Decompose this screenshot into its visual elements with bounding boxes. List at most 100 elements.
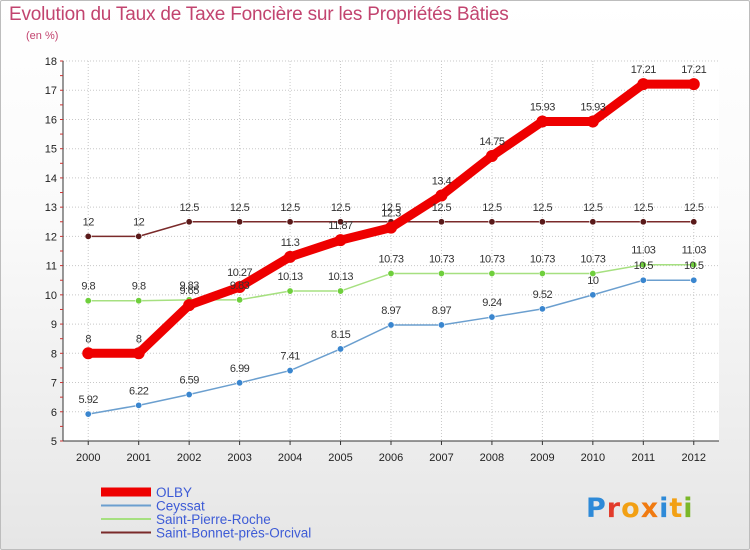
logo-letter: P — [586, 493, 607, 524]
logo-letter: o — [621, 493, 641, 524]
chart-title: Evolution du Taux de Taxe Foncière sur l… — [9, 4, 509, 25]
legend-label: Saint-Pierre-Roche — [156, 512, 271, 527]
y-tick-label: 18 — [45, 56, 57, 68]
data-point — [84, 232, 92, 240]
data-label: 9.8 — [81, 281, 95, 293]
x-tick-label: 2009 — [530, 452, 554, 464]
data-label: 12.5 — [280, 202, 300, 214]
data-point — [639, 218, 647, 226]
data-point — [687, 78, 700, 91]
x-tick-label: 2000 — [76, 452, 100, 464]
data-label: 11.3 — [281, 237, 300, 249]
data-point — [637, 78, 650, 91]
data-label: 10.13 — [278, 271, 303, 283]
data-point — [236, 218, 244, 226]
data-point — [84, 410, 92, 418]
y-tick-label: 15 — [45, 144, 57, 156]
data-point — [538, 218, 546, 226]
legend-label: OLBY — [156, 485, 192, 500]
data-point — [589, 218, 597, 226]
y-tick-label: 17 — [45, 85, 57, 97]
data-point — [337, 287, 345, 295]
data-point — [84, 297, 92, 305]
data-point — [435, 189, 448, 202]
data-point — [236, 379, 244, 387]
data-point — [337, 218, 345, 226]
data-point — [334, 234, 347, 247]
data-point — [639, 276, 647, 284]
data-label: 17.21 — [631, 64, 656, 76]
data-label: 10.5 — [684, 260, 704, 272]
y-tick-label: 5 — [51, 436, 57, 448]
data-label: 12.3 — [381, 208, 401, 220]
series-olby — [82, 78, 700, 360]
data-point — [690, 218, 698, 226]
y-tick-label: 6 — [51, 407, 57, 419]
data-point — [536, 115, 549, 128]
data-label: 6.22 — [129, 385, 149, 397]
data-point — [135, 232, 143, 240]
y-tick-label: 10 — [45, 290, 57, 302]
logo-letter: t — [669, 493, 684, 524]
data-label: 12.5 — [533, 202, 553, 214]
data-label: 12.5 — [230, 202, 250, 214]
series-ceyssat — [84, 276, 698, 418]
data-label: 10.27 — [227, 267, 252, 279]
data-point — [135, 297, 143, 305]
x-tick-label: 2007 — [429, 452, 453, 464]
data-point — [488, 270, 496, 278]
data-label: 17.21 — [681, 64, 706, 76]
data-point — [387, 270, 395, 278]
y-tick-label: 7 — [51, 378, 57, 390]
data-point — [233, 280, 246, 293]
data-label: 12.5 — [432, 202, 452, 214]
data-label: 9.8 — [132, 281, 146, 293]
data-point — [586, 115, 599, 128]
data-label: 13.4 — [432, 175, 452, 187]
data-point — [437, 270, 445, 278]
data-label: 8.15 — [331, 329, 351, 341]
data-label: 8 — [85, 333, 91, 345]
x-tick-label: 2002 — [177, 452, 201, 464]
data-point — [485, 150, 498, 162]
data-point — [387, 321, 395, 329]
data-label: 9.83 — [179, 280, 199, 292]
data-label: 9.65 — [179, 285, 199, 297]
data-point — [286, 218, 294, 226]
data-point — [183, 299, 196, 312]
data-point — [488, 313, 496, 321]
y-tick-label: 9 — [51, 319, 57, 331]
data-point — [82, 347, 95, 360]
legend-label: Ceyssat — [156, 499, 205, 514]
data-point — [538, 270, 546, 278]
x-tick-label: 2003 — [227, 452, 251, 464]
data-point — [538, 305, 546, 313]
data-label: 9.83 — [230, 280, 250, 292]
data-label: 10.73 — [580, 254, 605, 266]
data-label: 12.5 — [179, 202, 199, 214]
data-point — [185, 391, 193, 399]
y-tick-label: 16 — [45, 114, 57, 126]
data-label: 10.13 — [328, 271, 353, 283]
data-label: 10.73 — [378, 254, 403, 266]
x-tick-label: 2011 — [631, 452, 655, 464]
data-label: 11.03 — [682, 245, 707, 257]
data-point — [132, 347, 145, 360]
data-label: 12.5 — [583, 202, 603, 214]
data-label: 12.5 — [331, 202, 351, 214]
x-tick-label: 2001 — [126, 452, 150, 464]
data-label: 6.99 — [230, 363, 250, 375]
data-label: 10.73 — [530, 254, 555, 266]
data-label: 15.93 — [580, 102, 605, 114]
y-tick-label: 8 — [51, 348, 57, 360]
data-point — [690, 261, 698, 269]
x-tick-label: 2010 — [581, 452, 605, 464]
data-label: 5.92 — [79, 394, 99, 406]
y-tick-label: 14 — [45, 173, 57, 185]
data-point — [437, 218, 445, 226]
data-label: 8.97 — [381, 305, 401, 317]
data-label: 7.41 — [280, 351, 300, 363]
data-label: 15.93 — [530, 102, 555, 114]
data-label: 9.52 — [533, 289, 553, 301]
